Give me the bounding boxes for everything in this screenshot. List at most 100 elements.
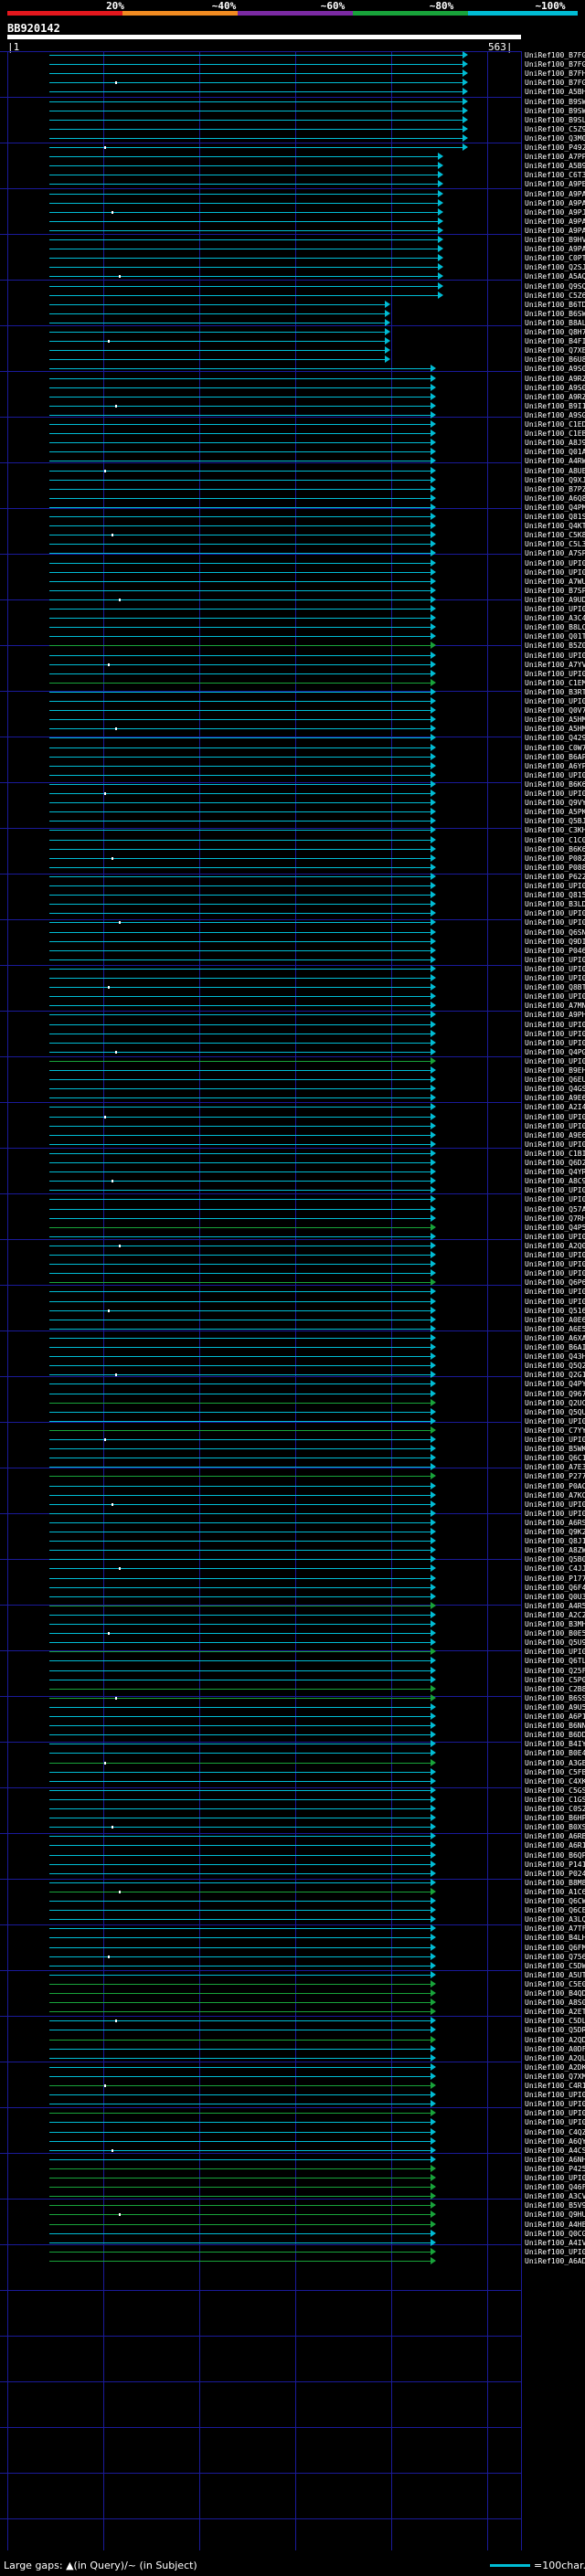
- hit-row[interactable]: UniRef100_C3KHX9: [0, 826, 585, 835]
- hit-label[interactable]: UniRef100_UPI000...: [525, 558, 585, 567]
- hit-label[interactable]: UniRef100_Q6FM24: [525, 1943, 585, 1952]
- hit-row[interactable]: UniRef100_Q4YR55: [0, 1168, 585, 1177]
- hit-label[interactable]: UniRef100_B6TD69: [525, 300, 585, 309]
- hit-alignment-arrow[interactable]: [49, 697, 436, 705]
- hit-row[interactable]: UniRef100_C1EBG5: [0, 429, 585, 439]
- hit-row[interactable]: UniRef100_P04644: [0, 946, 585, 956]
- hit-label[interactable]: UniRef100_C5Z974: [525, 124, 585, 133]
- hit-label[interactable]: UniRef100_B7FGP4: [525, 60, 585, 69]
- hit-alignment-arrow[interactable]: [49, 558, 436, 567]
- hit-row[interactable]: UniRef100_Q7RH86: [0, 1214, 585, 1224]
- hit-row[interactable]: UniRef100_A9SGS5: [0, 410, 585, 420]
- hit-label[interactable]: UniRef100_C5E0S8: [525, 1979, 585, 1988]
- hit-alignment-arrow[interactable]: [49, 743, 436, 751]
- hit-row[interactable]: UniRef100_A6XAZ4: [0, 1333, 585, 1343]
- hit-label[interactable]: UniRef100_Q5Q289: [525, 1362, 585, 1371]
- hit-alignment-arrow[interactable]: [49, 1924, 436, 1933]
- hit-alignment-arrow[interactable]: [49, 1269, 436, 1277]
- hit-row[interactable]: UniRef100_A4RWR0: [0, 457, 585, 466]
- hit-label[interactable]: UniRef100_P02407: [525, 1869, 585, 1878]
- hit-label[interactable]: UniRef100_A9PA81: [525, 217, 585, 226]
- hit-alignment-arrow[interactable]: [49, 162, 443, 170]
- hit-alignment-arrow[interactable]: [49, 97, 468, 105]
- hit-alignment-arrow[interactable]: [49, 309, 390, 317]
- hit-label[interactable]: UniRef100_UPI000...: [525, 1436, 585, 1444]
- hit-label[interactable]: UniRef100_A6E500: [525, 1324, 585, 1333]
- hit-label[interactable]: UniRef100_P08238: [525, 853, 585, 863]
- hit-alignment-arrow[interactable]: [49, 2155, 436, 2163]
- hit-row[interactable]: UniRef100_B9EH17: [0, 1066, 585, 1076]
- hit-label[interactable]: UniRef100_B6U8S7: [525, 355, 585, 365]
- hit-row[interactable]: UniRef100_Q6FM24: [0, 1943, 585, 1953]
- hit-label[interactable]: UniRef100_Q4PGV5: [525, 1047, 585, 1056]
- hit-alignment-arrow[interactable]: [49, 1629, 436, 1638]
- hit-label[interactable]: UniRef100_A6QYC4: [525, 2136, 585, 2146]
- hit-row[interactable]: UniRef100_Q9XJ03: [0, 475, 585, 485]
- hit-row[interactable]: UniRef100_UPI000...: [0, 1416, 585, 1426]
- hit-row[interactable]: UniRef100_C7YYE9: [0, 1426, 585, 1436]
- hit-label[interactable]: UniRef100_UPI000...: [525, 2091, 585, 2100]
- hit-alignment-arrow[interactable]: [49, 964, 436, 972]
- hit-row[interactable]: UniRef100_A9RZ20: [0, 374, 585, 384]
- hit-label[interactable]: UniRef100_Q0CGD5: [525, 2229, 585, 2238]
- hit-row[interactable]: UniRef100_UPI000...: [0, 882, 585, 891]
- hit-row[interactable]: UniRef100_P08836: [0, 863, 585, 873]
- hit-alignment-arrow[interactable]: [49, 1204, 436, 1213]
- hit-label[interactable]: UniRef100_A2ETR2: [525, 2008, 585, 2017]
- hit-row[interactable]: UniRef100_A3C4P3: [0, 614, 585, 623]
- hit-row[interactable]: UniRef100_Q2SJ36: [0, 263, 585, 272]
- hit-row[interactable]: UniRef100_C4XKP7: [0, 1776, 585, 1786]
- hit-alignment-arrow[interactable]: [49, 853, 436, 862]
- hit-alignment-arrow[interactable]: [49, 605, 436, 612]
- hit-label[interactable]: UniRef100_A9S012: [525, 383, 585, 392]
- hit-row[interactable]: UniRef100_B6SSE1: [0, 1693, 585, 1703]
- hit-label[interactable]: UniRef100_Q4P595: [525, 1223, 585, 1232]
- hit-label[interactable]: UniRef100_A4HEV8: [525, 2220, 585, 2229]
- hit-alignment-arrow[interactable]: [49, 1490, 436, 1499]
- hit-alignment-arrow[interactable]: [49, 1168, 436, 1176]
- hit-row[interactable]: UniRef100_Q6CEU1: [0, 1906, 585, 1915]
- hit-label[interactable]: UniRef100_B8ALF3: [525, 318, 585, 327]
- hit-row[interactable]: UniRef100_A2I452: [0, 1103, 585, 1112]
- hit-row[interactable]: UniRef100_Q6P6F0: [0, 1278, 585, 1288]
- hit-row[interactable]: UniRef100_A7WUJ9: [0, 577, 585, 587]
- hit-row[interactable]: UniRef100_B5V9R2: [0, 2201, 585, 2210]
- hit-row[interactable]: UniRef100_Q81SP1: [0, 513, 585, 522]
- hit-label[interactable]: UniRef100_UPI000...: [525, 1186, 585, 1195]
- hit-label[interactable]: UniRef100_P14127: [525, 1860, 585, 1869]
- hit-alignment-arrow[interactable]: [49, 1195, 436, 1203]
- hit-row[interactable]: UniRef100_B3LD68: [0, 900, 585, 909]
- hit-alignment-arrow[interactable]: [49, 475, 436, 483]
- hit-alignment-arrow[interactable]: [49, 420, 436, 428]
- hit-row[interactable]: UniRef100_P62276: [0, 872, 585, 882]
- hit-alignment-arrow[interactable]: [49, 1186, 436, 1194]
- hit-alignment-arrow[interactable]: [49, 1076, 436, 1084]
- hit-alignment-arrow[interactable]: [49, 660, 436, 668]
- hit-label[interactable]: UniRef100_UPI000...: [525, 1416, 585, 1426]
- hit-row[interactable]: UniRef100_A6Q826: [0, 493, 585, 504]
- hit-label[interactable]: UniRef100_UPI000...: [525, 1056, 585, 1065]
- hit-label[interactable]: UniRef100_C0S2G6: [525, 1805, 585, 1813]
- hit-alignment-arrow[interactable]: [49, 2091, 436, 2099]
- hit-row[interactable]: UniRef100_UPI000...: [0, 1260, 585, 1269]
- hit-row[interactable]: UniRef100_Q2G1W0: [0, 1371, 585, 1380]
- hit-label[interactable]: UniRef100_B0E5F6: [525, 1629, 585, 1638]
- hit-row[interactable]: UniRef100_C0S2G6: [0, 1805, 585, 1814]
- hit-label[interactable]: UniRef100_C5DLY8: [525, 2017, 585, 2026]
- hit-alignment-arrow[interactable]: [49, 826, 436, 834]
- hit-row[interactable]: UniRef100_A4R5S1: [0, 1601, 585, 1611]
- hit-label[interactable]: UniRef100_P62276: [525, 872, 585, 881]
- hit-alignment-arrow[interactable]: [49, 1297, 436, 1305]
- hit-alignment-arrow[interactable]: [49, 448, 436, 456]
- hit-row[interactable]: UniRef100_B7FGP4: [0, 60, 585, 69]
- hit-alignment-arrow[interactable]: [49, 1445, 436, 1453]
- hit-label[interactable]: UniRef100_UPI000...: [525, 1251, 585, 1259]
- hit-alignment-arrow[interactable]: [49, 1666, 436, 1674]
- hit-row[interactable]: UniRef100_UPI000...: [0, 1288, 585, 1297]
- hit-alignment-arrow[interactable]: [49, 1878, 436, 1886]
- hit-label[interactable]: UniRef100_A2C2D0: [525, 1610, 585, 1619]
- hit-alignment-arrow[interactable]: [49, 2062, 436, 2071]
- hit-row[interactable]: UniRef100_Q6D274: [0, 1159, 585, 1168]
- hit-label[interactable]: UniRef100_Q6EUY5: [525, 1076, 585, 1085]
- hit-alignment-arrow[interactable]: [49, 1121, 436, 1129]
